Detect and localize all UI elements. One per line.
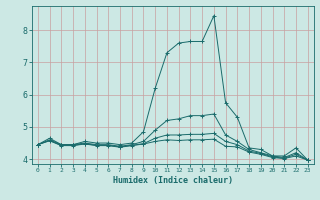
X-axis label: Humidex (Indice chaleur): Humidex (Indice chaleur)	[113, 176, 233, 185]
